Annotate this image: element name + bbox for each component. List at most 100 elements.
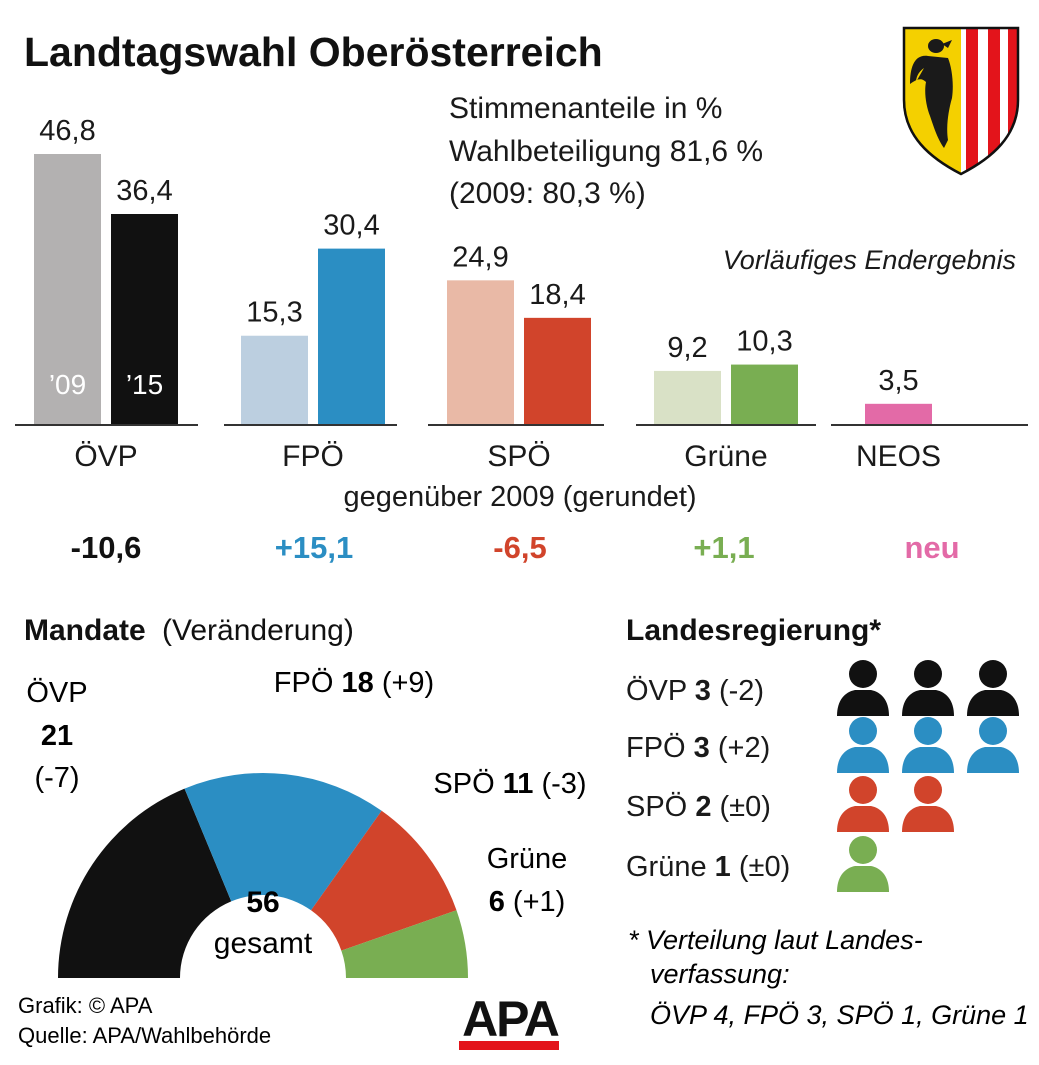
bar-neos-2015 bbox=[865, 403, 932, 424]
footnote-line-2: verfassung: bbox=[650, 959, 790, 989]
footnote-line-1: * Verteilung laut Landes- bbox=[628, 925, 923, 955]
mandate-slice-fpoe bbox=[184, 773, 382, 911]
gov-change-spoe: (±0) bbox=[711, 791, 770, 823]
person-icon bbox=[837, 660, 889, 716]
person-icon bbox=[902, 660, 954, 716]
category-label-neos: NEOS bbox=[856, 440, 941, 473]
gov-party-fpoe: FPÖ bbox=[626, 732, 694, 764]
mandate-title-suffix: (Veränderung) bbox=[162, 614, 354, 647]
change-fpoe: +15,1 bbox=[275, 530, 353, 565]
person-icon bbox=[837, 776, 889, 832]
info-line-2: Wahlbeteiligung 81,6 % bbox=[449, 135, 763, 168]
mandate-label-oevp-party: ÖVP bbox=[26, 677, 87, 709]
gov-seats-gruene: 1 bbox=[715, 851, 731, 883]
status-note: Vorläufiges Endergebnis bbox=[723, 245, 1016, 275]
gov-change-fpoe: (+2) bbox=[710, 732, 770, 764]
mandate-label-gruene-change: (+1) bbox=[513, 886, 565, 918]
bar-spoe-2015 bbox=[524, 317, 591, 424]
category-label-oevp: ÖVP bbox=[74, 440, 137, 473]
gov-party-spoe: SPÖ bbox=[626, 791, 695, 823]
bar-fpoe-2015 bbox=[318, 248, 385, 424]
mandate-label-spoe-party: SPÖ bbox=[433, 768, 494, 800]
change-spoe: -6,5 bbox=[493, 530, 546, 565]
mandate-label-gruene: 6 (+1) bbox=[489, 886, 566, 918]
mandate-total: 56 bbox=[246, 886, 279, 919]
apa-logo-bar bbox=[459, 1041, 559, 1050]
government-title: Landesregierung* bbox=[626, 614, 881, 647]
mandate-label-fpoe-change: (+9) bbox=[382, 667, 434, 699]
page-title: Landtagswahl Oberösterreich bbox=[24, 29, 603, 75]
bar-label-neos-2015: 3,5 bbox=[878, 365, 918, 397]
bar-gruene-2009 bbox=[654, 370, 721, 424]
mandate-label-gruene-value: 6 bbox=[489, 886, 505, 918]
credit-graphic: Grafik: © APA bbox=[18, 993, 153, 1018]
mandate-label-fpoe: FPÖ 18 (+9) bbox=[274, 667, 434, 699]
mandate-slice-spoe bbox=[311, 810, 457, 951]
bar-spoe-2009 bbox=[447, 280, 514, 424]
mandate-semicircle-chart bbox=[40, 773, 500, 990]
bar-oevp-2009 bbox=[34, 154, 101, 424]
gov-change-gruene: (±0) bbox=[731, 851, 790, 883]
mandate-total-label: gesamt bbox=[214, 927, 313, 960]
credit-source: Quelle: APA/Wahlbehörde bbox=[18, 1023, 271, 1048]
mandate-label-spoe-change: (-3) bbox=[541, 768, 586, 800]
year-label-2009: ’09 bbox=[49, 369, 86, 400]
bar-label-gruene-2015: 10,3 bbox=[736, 326, 792, 358]
coat-of-arms-icon bbox=[902, 26, 1020, 176]
gov-row-spoe: SPÖ 2 (±0) bbox=[626, 791, 771, 823]
bar-fpoe-2009 bbox=[241, 335, 308, 424]
bar-gruene-2015 bbox=[731, 364, 798, 424]
bar-label-spoe-2015: 18,4 bbox=[529, 279, 585, 311]
gov-seats-spoe: 2 bbox=[695, 791, 711, 823]
gov-party-gruene: Grüne bbox=[626, 851, 715, 883]
bar-label-oevp-2015: 36,4 bbox=[116, 175, 172, 207]
mandate-slice-oevp bbox=[58, 788, 232, 978]
category-label-spoe: SPÖ bbox=[487, 440, 550, 473]
bar-label-spoe-2009: 24,9 bbox=[452, 241, 508, 273]
person-icon bbox=[902, 717, 954, 773]
gov-party-oevp: ÖVP bbox=[626, 675, 695, 707]
category-label-gruene: Grüne bbox=[684, 440, 767, 473]
info-line-3: (2009: 80,3 %) bbox=[449, 177, 646, 210]
change-neos: neu bbox=[904, 530, 959, 565]
gov-change-oevp: (-2) bbox=[711, 675, 764, 707]
mandate-label-fpoe-party: FPÖ bbox=[274, 667, 334, 699]
mandate-label-spoe: SPÖ 11 (-3) bbox=[433, 768, 586, 800]
mandate-label-spoe-value: 11 bbox=[503, 768, 534, 800]
bar-label-gruene-2009: 9,2 bbox=[667, 332, 707, 364]
mandate-title: Mandate (Veränderung) bbox=[24, 614, 354, 647]
mandate-label-fpoe-value: 18 bbox=[341, 667, 373, 699]
mandate-label-gruene-party: Grüne bbox=[487, 843, 568, 875]
mandate-label-oevp-value: 21 bbox=[41, 720, 73, 752]
bar-label-fpoe-2009: 15,3 bbox=[246, 297, 302, 329]
mandate-title-main: Mandate bbox=[24, 614, 146, 647]
mandate-slice-gruene bbox=[341, 910, 468, 978]
comparison-title: gegenüber 2009 (gerundet) bbox=[343, 481, 696, 513]
person-icon bbox=[902, 776, 954, 832]
change-values: -10,6 +15,1 -6,5 +1,1 neu bbox=[71, 530, 960, 565]
year-label-2015: ’15 bbox=[126, 369, 163, 400]
bar-label-oevp-2009: 46,8 bbox=[39, 115, 95, 147]
bar-oevp-2015 bbox=[111, 214, 178, 424]
bar-label-fpoe-2015: 30,4 bbox=[323, 210, 379, 242]
info-line-1: Stimmenanteile in % bbox=[449, 92, 722, 125]
gov-row-gruene: Grüne 1 (±0) bbox=[626, 851, 790, 883]
category-label-fpoe: FPÖ bbox=[282, 440, 344, 473]
person-icon bbox=[837, 717, 889, 773]
government-rows: ÖVP 3 (-2)FPÖ 3 (+2)SPÖ 2 (±0)Grüne 1 (±… bbox=[626, 660, 1019, 892]
person-icon bbox=[967, 660, 1019, 716]
gov-row-oevp: ÖVP 3 (-2) bbox=[626, 675, 764, 707]
person-icon bbox=[837, 836, 889, 892]
person-icon bbox=[967, 717, 1019, 773]
footnote-line-3: ÖVP 4, FPÖ 3, SPÖ 1, Grüne 1 bbox=[650, 1000, 1029, 1030]
apa-logo: APA bbox=[459, 991, 561, 1050]
gov-seats-oevp: 3 bbox=[695, 675, 711, 707]
vote-share-bar-chart: 46,8 ’09 36,4 ’15 ÖVP 15,3 30,4 FPÖ 24,9 18,4 SPÖ 9… bbox=[15, 115, 1028, 473]
change-gruene: +1,1 bbox=[693, 530, 754, 565]
change-oevp: -10,6 bbox=[71, 530, 142, 565]
gov-row-fpoe: FPÖ 3 (+2) bbox=[626, 732, 770, 764]
donut-baseline-mask bbox=[40, 978, 500, 990]
gov-seats-fpoe: 3 bbox=[694, 732, 710, 764]
mandate-label-oevp-change: (-7) bbox=[34, 762, 79, 794]
